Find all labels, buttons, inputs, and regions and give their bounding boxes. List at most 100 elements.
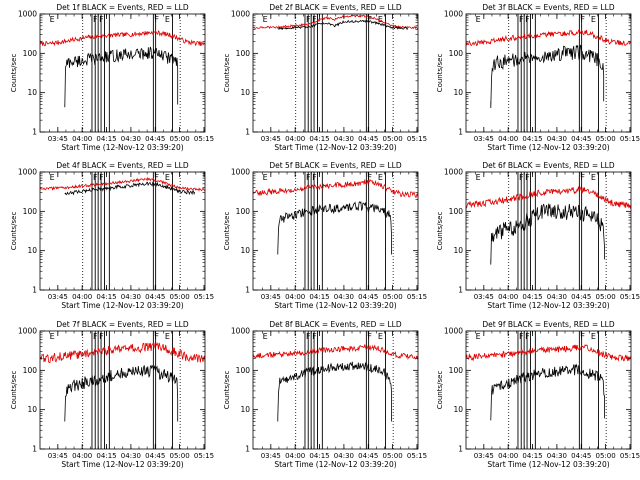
marker-label: F — [525, 173, 530, 182]
chart-title: Det 2f BLACK = Events, RED = LLD — [269, 3, 402, 12]
marker-label: F — [367, 15, 372, 24]
y-tick-label: 1 — [245, 128, 250, 137]
marker-label: E — [165, 173, 170, 182]
marker-label: F — [154, 173, 159, 182]
x-axis-label: Start Time (12-Nov-12 03:39:20) — [61, 143, 183, 152]
x-tick-label: 04:00 — [285, 135, 305, 143]
x-tick-label: 03:45 — [48, 293, 68, 301]
x-tick-label: 04:15 — [309, 452, 329, 460]
marker-label: F — [93, 332, 98, 341]
x-tick-label: 04:30 — [547, 452, 567, 460]
events-series-line — [490, 44, 605, 109]
x-tick-label: 05:15 — [194, 293, 214, 301]
x-tick-label: 03:45 — [474, 452, 494, 460]
chart-title: Det 3f BLACK = Events, RED = LLD — [482, 3, 615, 12]
x-tick-label: 03:45 — [474, 293, 494, 301]
marker-label: F — [99, 332, 104, 341]
events-series-line — [277, 361, 392, 422]
marker-label: F — [99, 173, 104, 182]
x-tick-label: 04:30 — [547, 293, 567, 301]
y-tick-label: 1 — [32, 445, 37, 454]
y-axis-label: Counts/sec — [223, 54, 231, 93]
x-tick-label: 04:15 — [309, 293, 329, 301]
y-axis-label: Counts/sec — [10, 212, 18, 251]
x-tick-label: 04:00 — [498, 293, 518, 301]
x-tick-label: 05:00 — [383, 293, 403, 301]
y-tick-label: 10 — [27, 246, 37, 255]
x-tick-label: 04:30 — [121, 293, 141, 301]
x-tick-label: 04:00 — [72, 452, 92, 460]
x-tick-label: 05:15 — [620, 293, 640, 301]
y-axis-label: Counts/sec — [436, 54, 444, 93]
y-axis-label: Counts/sec — [223, 212, 231, 251]
y-tick-label: 100 — [236, 207, 251, 216]
plot-frame — [465, 171, 632, 291]
y-tick-label: 100 — [236, 49, 251, 58]
events-series-line — [277, 201, 392, 255]
x-axis-label: Start Time (12-Nov-12 03:39:20) — [274, 460, 396, 469]
y-tick-label: 1 — [32, 286, 37, 295]
x-tick-label: 05:00 — [596, 293, 616, 301]
x-tick-label: 03:45 — [261, 293, 281, 301]
x-axis-label: Start Time (12-Nov-12 03:39:20) — [274, 301, 396, 310]
x-tick-label: 04:00 — [285, 452, 305, 460]
x-tick-label: 04:15 — [522, 452, 542, 460]
marker-label: F — [154, 15, 159, 24]
x-tick-label: 05:15 — [620, 135, 640, 143]
y-tick-label: 10 — [27, 88, 37, 97]
x-tick-label: 05:00 — [596, 452, 616, 460]
chart-title: Det 4f BLACK = Events, RED = LLD — [56, 161, 189, 170]
x-tick-label: 05:15 — [407, 135, 427, 143]
chart-title: Det 5f BLACK = Events, RED = LLD — [269, 161, 402, 170]
y-tick-label: 1 — [245, 445, 250, 454]
lld-series-line — [40, 176, 205, 192]
marker-label: F — [312, 332, 317, 341]
plot-frame — [39, 13, 206, 133]
y-tick-label: 1 — [458, 286, 463, 295]
y-tick-label: 1000 — [444, 168, 463, 177]
x-tick-label: 03:45 — [474, 135, 494, 143]
marker-label: F — [519, 173, 524, 182]
marker-label: E — [591, 332, 596, 341]
marker-label: E — [476, 15, 481, 24]
marker-label: F — [306, 15, 311, 24]
plot-frame — [252, 171, 419, 291]
x-tick-label: 05:00 — [596, 135, 616, 143]
x-axis-label: Start Time (12-Nov-12 03:39:20) — [487, 143, 609, 152]
y-tick-label: 1000 — [18, 327, 37, 336]
x-tick-label: 04:30 — [334, 293, 354, 301]
y-tick-label: 1 — [32, 128, 37, 137]
chart-title: Det 6f BLACK = Events, RED = LLD — [482, 161, 615, 170]
marker-label: F — [580, 173, 585, 182]
x-tick-label: 04:15 — [96, 135, 116, 143]
events-series-line — [490, 363, 605, 421]
marker-label: F — [312, 173, 317, 182]
y-tick-label: 10 — [240, 246, 250, 255]
y-tick-label: 1000 — [18, 168, 37, 177]
x-tick-label: 04:15 — [522, 293, 542, 301]
x-tick-label: 04:15 — [309, 135, 329, 143]
x-tick-label: 04:30 — [547, 135, 567, 143]
events-series-line — [277, 19, 409, 31]
x-axis-label: Start Time (12-Nov-12 03:39:20) — [61, 301, 183, 310]
marker-label: F — [312, 15, 317, 24]
y-tick-label: 100 — [23, 366, 38, 375]
y-tick-label: 1000 — [231, 10, 250, 19]
x-tick-label: 05:00 — [170, 135, 190, 143]
x-tick-label: 04:45 — [145, 135, 165, 143]
x-tick-label: 05:15 — [620, 452, 640, 460]
y-tick-label: 10 — [240, 405, 250, 414]
x-tick-label: 04:30 — [121, 135, 141, 143]
x-tick-label: 04:45 — [571, 452, 591, 460]
x-tick-label: 04:30 — [334, 452, 354, 460]
marker-label: E — [476, 332, 481, 341]
y-tick-label: 100 — [449, 366, 464, 375]
chart-title: Det 8f BLACK = Events, RED = LLD — [269, 320, 402, 329]
y-tick-label: 100 — [236, 366, 251, 375]
y-axis-label: Counts/sec — [436, 212, 444, 251]
x-tick-label: 04:30 — [121, 452, 141, 460]
lld-series-line — [40, 30, 205, 47]
marker-label: F — [306, 332, 311, 341]
y-tick-label: 100 — [23, 49, 38, 58]
